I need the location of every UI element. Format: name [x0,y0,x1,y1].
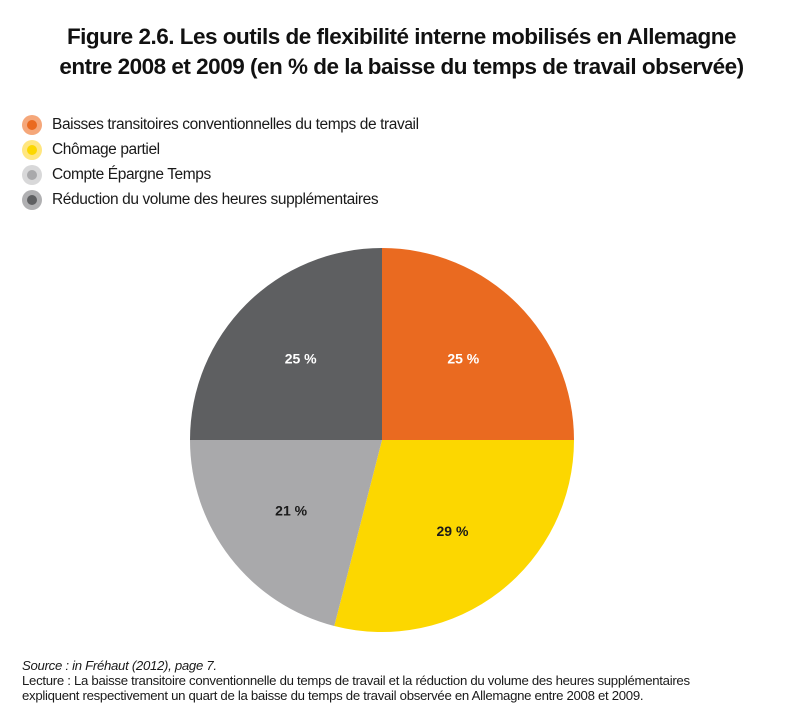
legend-label: Baisses transitoires conventionnelles du… [52,115,419,133]
legend-label: Chômage partiel [52,140,160,158]
chart-title-line-2: entre 2008 et 2009 (en % de la baisse du… [59,54,744,79]
legend-item-chomage-partiel: Chômage partiel [22,137,419,162]
slice-value-label: 21 % [275,502,307,518]
legend-label: Compte Épargne Temps [52,165,211,183]
slice-heures-supplementaires [190,248,382,440]
legend-item-heures-supplementaires: Réduction du volume des heures supplémen… [22,187,419,212]
slice-value-label: 25 % [285,351,317,367]
lecture-note-line-1: Lecture : La baisse transitoire conventi… [22,673,690,688]
chart-footer: Source : in Fréhaut (2012), page 7. Lect… [22,658,792,703]
slice-compte-epargne-temps [190,440,382,626]
chart-legend: Baisses transitoires conventionnelles du… [22,112,419,212]
source-note: Source : in Fréhaut (2012), page 7. [22,658,217,673]
lecture-note-line-2: expliquent respectivement un quart de la… [22,688,644,703]
slice-value-label: 29 % [437,523,469,539]
legend-swatch-icon [22,164,42,185]
slice-baisses-transitoires [382,248,574,440]
slice-value-label: 25 % [447,351,479,367]
legend-swatch-icon [22,189,42,210]
chart-title: Figure 2.6. Les outils de flexibilité in… [0,22,803,82]
legend-swatch-icon [22,114,42,135]
legend-swatch-icon [22,139,42,160]
legend-label: Réduction du volume des heures supplémen… [52,190,379,208]
legend-item-compte-epargne-temps: Compte Épargne Temps [22,162,419,187]
slice-chomage-partiel [334,440,574,632]
chart-title-line-1: Figure 2.6. Les outils de flexibilité in… [66,24,737,49]
legend-item-baisses-transitoires: Baisses transitoires conventionnelles du… [22,112,419,137]
